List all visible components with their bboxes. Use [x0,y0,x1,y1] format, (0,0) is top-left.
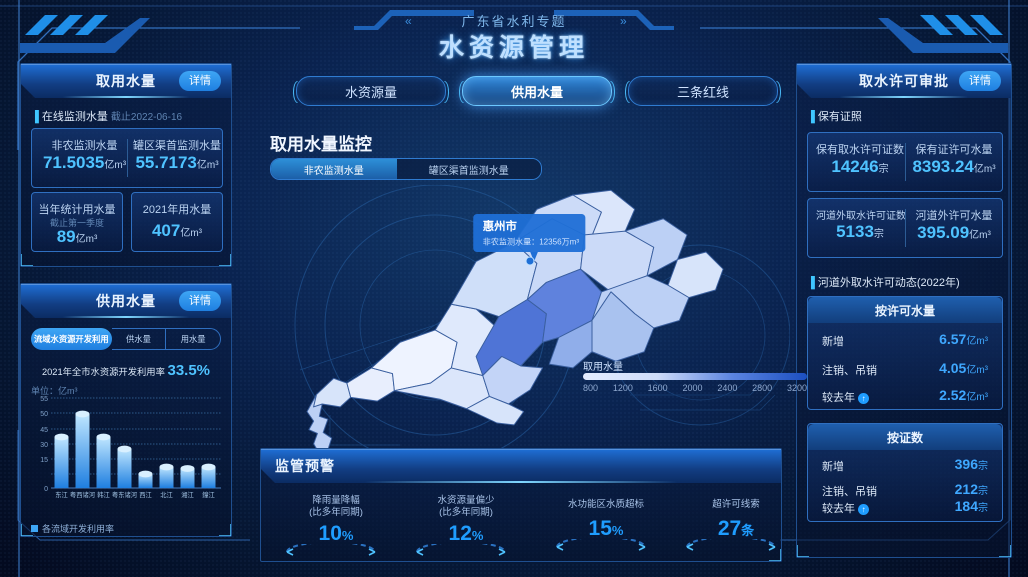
svg-text:15: 15 [40,457,48,464]
svg-text:55: 55 [40,396,48,403]
svg-text:惠州市: 惠州市 [483,219,518,233]
svg-text:粤东诸河: 粤东诸河 [112,490,138,499]
svg-text:湘江: 湘江 [181,490,194,499]
svg-text:45: 45 [40,427,48,434]
svg-text:30: 30 [40,442,48,449]
svg-text:韩江: 韩江 [97,490,110,499]
svg-text:粤西诸河: 粤西诸河 [70,490,96,499]
svg-text:非农监测水量：12356万m³: 非农监测水量：12356万m³ [483,236,580,246]
svg-text:东江: 东江 [55,490,68,499]
svg-text:50: 50 [40,411,48,418]
svg-text:鐘江: 鐘江 [202,490,215,499]
svg-text:北江: 北江 [160,491,173,499]
svg-text:0: 0 [44,486,48,493]
svg-text:西江: 西江 [139,491,152,499]
